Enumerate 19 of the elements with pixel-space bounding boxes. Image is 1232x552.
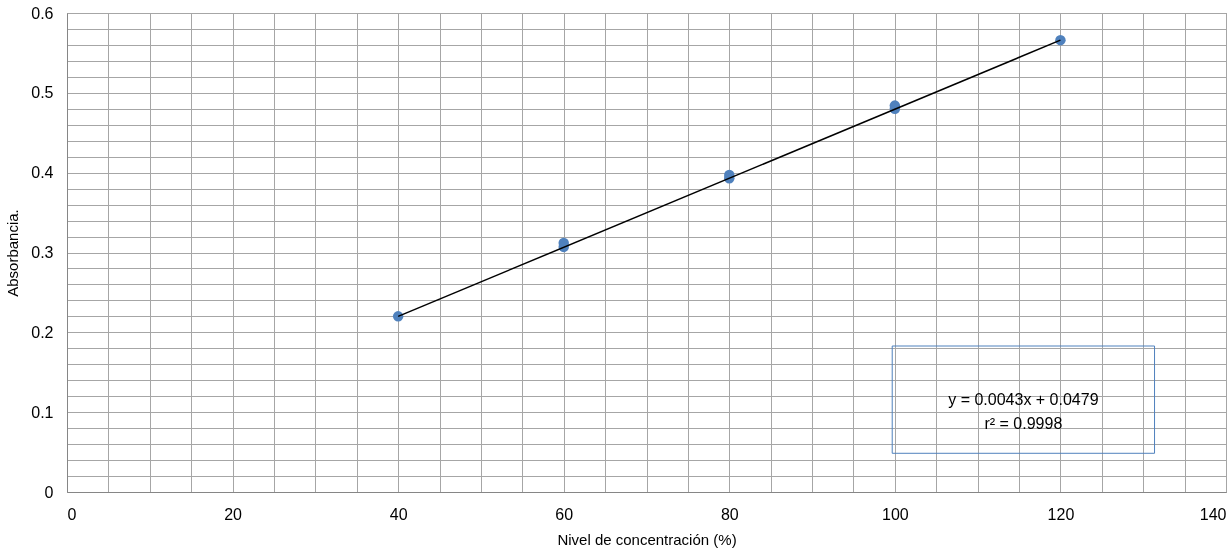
x-tick-label: 80 (720, 505, 739, 523)
x-tick-label: 60 (555, 505, 574, 523)
y-tick-label: 0.5 (31, 84, 54, 102)
x-tick-label: 0 (67, 505, 77, 523)
y-tick-label: 0.4 (31, 164, 54, 182)
y-axis-title: Absorbancia. (4, 209, 22, 297)
x-tick-label: 140 (1199, 505, 1227, 523)
x-tick-label: 120 (1047, 505, 1075, 523)
annotation: y = 0.0043x + 0.0479 r² = 0.9998 (948, 390, 1099, 432)
point (1055, 34, 1066, 46)
y-tick-label: 0.2 (31, 323, 54, 341)
y-tick-label: 0.3 (31, 244, 54, 261)
y-tick-label: 0.6 (31, 4, 54, 22)
x-tick-label: 100 (882, 505, 909, 523)
x-tick-label: 40 (389, 505, 408, 523)
y-tick-label: 0 (44, 483, 54, 501)
x-axis-title: Nivel de concentración (%) (557, 530, 737, 548)
y-tick-label: 0.1 (31, 403, 54, 421)
x-tick-label: 20 (224, 505, 243, 523)
